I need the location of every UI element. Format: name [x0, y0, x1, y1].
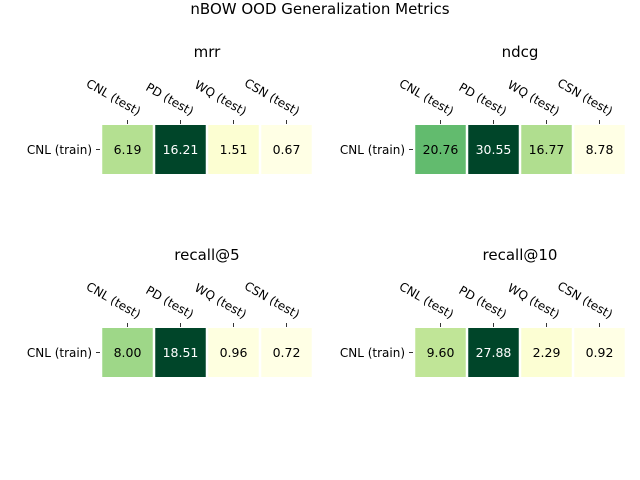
x-tick-label: CNL (test) [397, 279, 456, 321]
cell-value-label: 8.78 [586, 142, 614, 157]
subplot-title: recall@10 [483, 246, 558, 264]
cell-value-label: 30.55 [476, 142, 512, 157]
heatmap-cell [155, 125, 206, 174]
y-tick-label: CNL (train) [340, 143, 405, 157]
cell-value-label: 16.77 [529, 142, 565, 157]
heatmap-cell [102, 328, 153, 377]
x-tick-label: WQ (test) [505, 78, 562, 119]
cell-value-label: 6.19 [114, 142, 142, 157]
subplot-title: ndcg [502, 43, 539, 61]
heatmap-cell [468, 328, 519, 377]
x-tick-label: WQ (test) [505, 281, 562, 322]
x-tick-label: CSN (test) [242, 279, 302, 322]
heatmap-cell [574, 125, 625, 174]
subplot-mrr: mrr CNL (test) PD (test)WQ (test)CSN (test… [27, 43, 312, 174]
x-tick-label: CNL (test) [397, 76, 456, 118]
y-tick-label: CNL (train) [27, 346, 92, 360]
cell-value-label: 0.96 [220, 345, 248, 360]
heatmap-cell [208, 328, 259, 377]
heatmap-cell [415, 125, 466, 174]
heatmap-cell [415, 328, 466, 377]
figure-title: nBOW OOD Generalization Metrics [190, 0, 449, 18]
cell-value-label: 9.60 [427, 345, 455, 360]
cell-value-label: 0.72 [273, 345, 301, 360]
x-tick-label: PD (test) [143, 80, 196, 118]
x-tick-label: CSN (test) [555, 279, 615, 322]
x-tick-label: PD (test) [456, 283, 509, 321]
heatmap-cell [261, 125, 312, 174]
x-tick-label: WQ (test) [192, 281, 249, 322]
heatmap-cell [208, 125, 259, 174]
heatmap-cell [574, 328, 625, 377]
x-tick-label: CNL (test) [84, 279, 143, 321]
heatmap-cell [261, 328, 312, 377]
y-tick-label: CNL (train) [340, 346, 405, 360]
x-tick-label: CSN (test) [555, 76, 615, 119]
cell-value-label: 18.51 [163, 345, 199, 360]
x-tick-label: WQ (test) [192, 78, 249, 119]
cell-value-label: 16.21 [163, 142, 199, 157]
heatmap-cell [468, 125, 519, 174]
heatmap-cell [155, 328, 206, 377]
heatmap-cell [521, 125, 572, 174]
cell-value-label: 0.92 [586, 345, 614, 360]
y-tick-label: CNL (train) [27, 143, 92, 157]
subplot-title: mrr [194, 43, 222, 61]
x-tick-label: PD (test) [456, 80, 509, 118]
subplot-title: recall@5 [174, 246, 239, 264]
cell-value-label: 27.88 [476, 345, 512, 360]
cell-value-label: 20.76 [423, 142, 459, 157]
heatmap-cell [521, 328, 572, 377]
cell-value-label: 2.29 [533, 345, 561, 360]
subplot-recall-10: recall@10 CNL (test) PD (test)WQ (test)CSN… [340, 246, 625, 377]
x-tick-label: PD (test) [143, 283, 196, 321]
subplot-ndcg: ndcg CNL (test) PD (test)WQ (test)CSN (tes… [340, 43, 625, 174]
x-tick-label: CSN (test) [242, 76, 302, 119]
cell-value-label: 0.67 [273, 142, 301, 157]
cell-value-label: 1.51 [220, 142, 248, 157]
heatmap-cell [102, 125, 153, 174]
subplot-recall-5: recall@5 CNL (test) PD (test)WQ (test)CSN … [27, 246, 312, 377]
cell-value-label: 8.00 [114, 345, 142, 360]
x-tick-label: CNL (test) [84, 76, 143, 118]
